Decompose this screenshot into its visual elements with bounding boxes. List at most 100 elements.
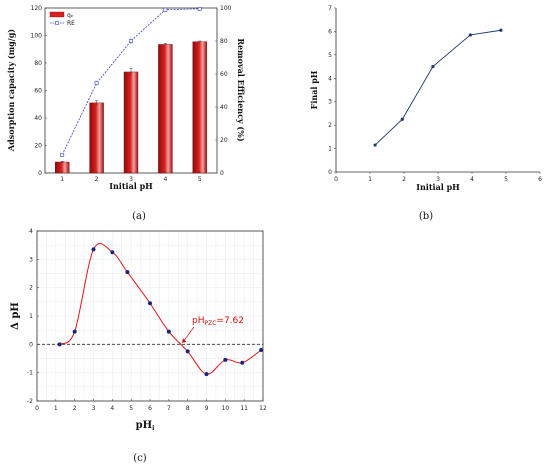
y-tick-label: 6 <box>328 28 332 35</box>
y-tick-label: 20 <box>34 143 42 150</box>
x-tick-label: 9 <box>205 405 209 412</box>
delta-ph-point <box>72 329 77 334</box>
x-tick-label: 4 <box>163 176 167 183</box>
x-tick-label: 11 <box>240 405 248 412</box>
x-tick-label: 2 <box>73 405 77 412</box>
y-tick-label: 80 <box>34 60 42 67</box>
final-ph-point <box>400 117 404 121</box>
y-tick-label: 100 <box>31 33 43 40</box>
re-point <box>163 7 168 12</box>
delta-ph-point <box>204 372 209 377</box>
x-tick-label: 3 <box>436 176 440 183</box>
delta-ph-point <box>91 247 96 252</box>
y2-tick-label: 20 <box>220 137 228 144</box>
x-tick-label: 1 <box>368 176 372 183</box>
y-tick-label: 2 <box>328 122 332 129</box>
bar-qe <box>123 71 139 174</box>
y-tick-label: 40 <box>34 115 42 122</box>
re-point <box>94 81 99 85</box>
x-tick-label: 3 <box>129 176 133 183</box>
delta-ph-point <box>57 342 62 347</box>
delta-ph-point <box>240 360 245 365</box>
chart-b: 0 1 2 3 4 5 6 7 0 1 2 3 4 5 6 Initial pH Final pH (b) <box>309 5 542 222</box>
y-tick-label: 4 <box>29 228 33 235</box>
y-tick-label: 3 <box>29 256 33 263</box>
x-tick-label: 1 <box>54 405 58 412</box>
x-tick-label: 3 <box>92 405 96 412</box>
bar-qe <box>158 44 173 174</box>
chart-b-ylabel: Final pH <box>309 70 319 109</box>
y-tick-label: 3 <box>328 99 332 106</box>
chart-a-ylabel: Adsorption capacity (mg/g) <box>6 29 16 152</box>
annotation-label: pHPZC=7.62 <box>192 316 244 327</box>
x-tick-label: 4 <box>470 176 474 183</box>
x-tick-label: 1 <box>60 176 64 183</box>
annotation-arrowhead <box>182 338 187 343</box>
panel-b-label: (b) <box>419 211 433 222</box>
delta-ph-point <box>125 270 130 275</box>
y-tick-label: 0 <box>38 170 42 177</box>
x-tick-label: 10 <box>222 405 230 412</box>
final-ph-point <box>373 143 377 147</box>
delta-ph-curve <box>59 243 262 375</box>
x-tick-label: 12 <box>259 405 267 412</box>
x-tick-label: 7 <box>167 405 171 412</box>
y2-tick-label: 60 <box>220 71 228 78</box>
chart-a: 0 20 40 60 80 100 120 0 20 40 60 80 100 1 2 3 4 5 Initi… <box>6 5 246 222</box>
y-tick-label: 4 <box>328 75 332 82</box>
x-tick-label: 5 <box>198 176 202 183</box>
delta-ph-point <box>110 250 115 255</box>
y-tick-label: 1 <box>29 313 33 320</box>
legend-line-label: RE <box>67 20 75 27</box>
bar-qe <box>89 102 104 174</box>
delta-ph-point <box>148 301 152 306</box>
final-ph-point <box>499 28 503 32</box>
y-tick-label: -2 <box>27 398 33 405</box>
legend-bar-swatch <box>49 11 65 18</box>
y-tick-label: -1 <box>27 370 33 377</box>
final-ph-point <box>468 33 472 37</box>
final-ph-line <box>374 29 501 146</box>
x-tick-label: 4 <box>110 405 114 412</box>
re-point <box>197 6 202 11</box>
chart-b-xlabel: Initial pH <box>416 182 460 192</box>
delta-ph-point <box>223 357 228 362</box>
panel-a-label: (a) <box>132 211 146 222</box>
chart-a-xlabel: Initial pH <box>109 181 153 191</box>
panel-c-label: (c) <box>133 453 147 464</box>
x-tick-label: 2 <box>95 176 99 183</box>
delta-ph-point <box>259 348 264 352</box>
x-tick-label: 5 <box>129 405 133 412</box>
chart-a-y2label: Removal Efficiency (%) <box>236 38 246 141</box>
x-tick-label: 0 <box>334 176 338 183</box>
chart-c-annotation: pHPZC=7.62 <box>182 316 244 343</box>
y-tick-label: 5 <box>328 52 332 59</box>
legend-line-marker <box>55 21 59 25</box>
y-tick-label: 0 <box>29 341 33 348</box>
x-tick-label: 6 <box>538 176 542 183</box>
annotation-arrow <box>183 326 195 342</box>
x-tick-label: 8 <box>186 405 190 412</box>
legend-bar-label: qₑ <box>67 12 74 19</box>
bar-qe <box>192 41 208 174</box>
x-tick-label: 2 <box>402 176 406 183</box>
y-tick-label: 60 <box>34 88 42 95</box>
y2-tick-label: 80 <box>220 38 228 45</box>
chart-c-ylabel: Δ pH <box>10 302 21 330</box>
y-tick-label: 0 <box>328 169 332 176</box>
y-tick-label: 7 <box>328 5 332 12</box>
y2-tick-label: 40 <box>220 104 228 111</box>
chart-a-legend: qₑ RE <box>49 11 75 27</box>
x-tick-label: 5 <box>504 176 508 183</box>
chart-c-xlabel: pHi <box>136 420 155 432</box>
y-tick-label: 120 <box>31 5 43 12</box>
x-tick-label: 6 <box>148 405 152 412</box>
re-point <box>60 152 65 157</box>
x-tick-label: 0 <box>35 405 39 412</box>
re-point <box>129 39 133 43</box>
delta-ph-point <box>185 349 190 354</box>
y2-tick-label: 0 <box>220 170 224 177</box>
final-ph-point <box>431 64 435 69</box>
